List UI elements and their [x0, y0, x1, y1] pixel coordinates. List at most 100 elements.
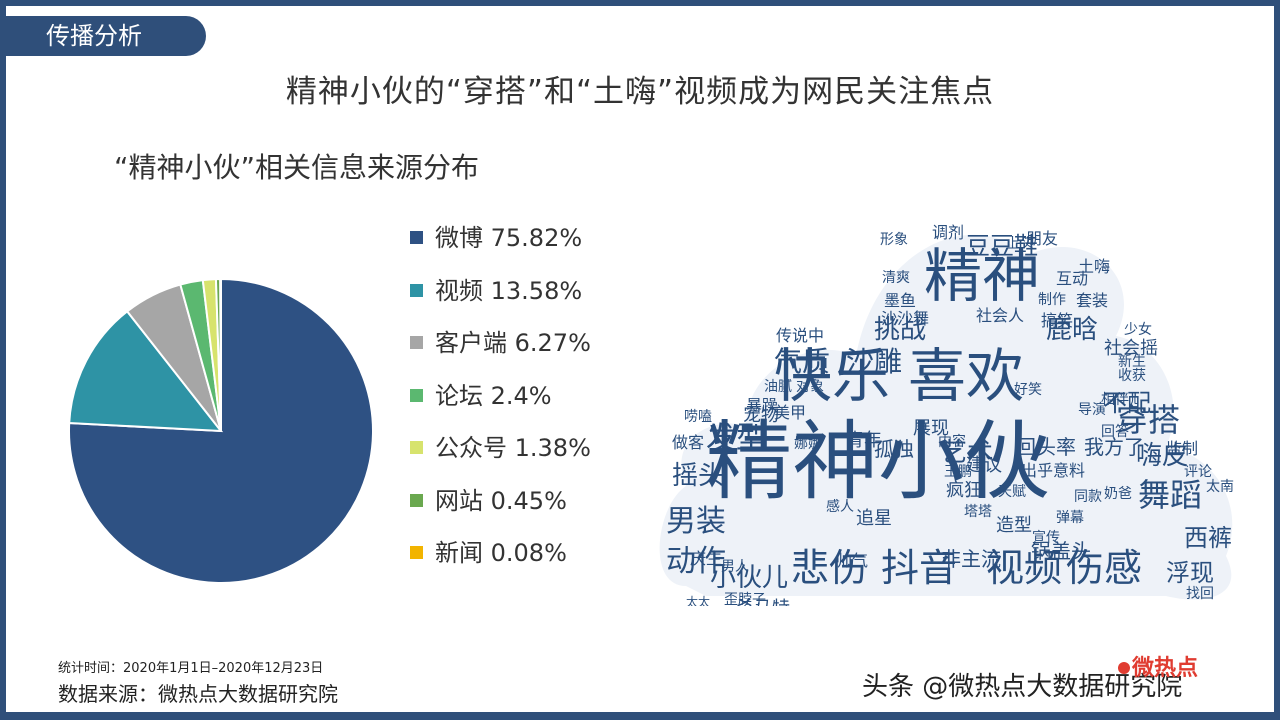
legend-swatch [410, 388, 423, 402]
cloud-word: 暴躁 [746, 396, 778, 415]
cloud-word: 朋友 [1026, 229, 1058, 248]
cloud-word: 男人 [721, 559, 749, 575]
legend-swatch [410, 231, 423, 244]
cloud-word: 太南 [1206, 479, 1234, 495]
cloud-word: 奶爸 [1104, 486, 1132, 502]
legend-item: 论坛 2.4% [410, 380, 552, 412]
logo-text: 微热点 [1132, 656, 1199, 681]
cloud-word: 宠物 [743, 405, 779, 426]
cloud-word: 相伴 [1101, 392, 1129, 408]
cloud-word: 唠嗑 [684, 409, 712, 425]
legend-swatch [410, 493, 423, 507]
legend-item: 网站 0.45% [410, 485, 567, 517]
cloud-word: 建议 [966, 455, 1002, 476]
cloud-word: 精神小伙 [706, 412, 1050, 512]
cloud-word: 出乎意料 [1021, 461, 1085, 480]
legend-item: 微博 75.82% [410, 222, 582, 254]
cloud-word: 土嗨 [1078, 257, 1110, 276]
cloud-word: 收获 [1118, 368, 1146, 384]
cloud-word: 沙雕 [846, 345, 902, 378]
cloud-word: 帅气 [836, 551, 868, 570]
weibo-logo: 微热点 [1118, 650, 1198, 682]
cloud-word: 沙沙舞 [881, 309, 929, 328]
slide: 传播分析 精神小伙的“穿搭”和“土嗨”视频成为网民关注焦点 “精神小伙”相关信息… [6, 6, 1274, 712]
cloud-word: 内容 [938, 433, 966, 450]
cloud-word: 导演 [1078, 402, 1106, 418]
cloud-word: 美甲 [774, 403, 806, 422]
weibo-eye-icon [1118, 662, 1130, 674]
cloud-word: 男装 [666, 504, 726, 539]
data-source: 数据来源：微热点大数据研究院 [58, 682, 338, 706]
cloud-word: 天赋 [998, 484, 1026, 500]
legend-item: 新闻 0.08% [410, 537, 567, 569]
cloud-word: 好笑 [1014, 382, 1042, 398]
pie-slice-1 [68, 277, 374, 584]
cloud-word: 回头率 [1016, 435, 1076, 459]
cloud-word: 豆豆鞋 [966, 232, 1038, 260]
stat-time: 统计时间：2020年1月1日–2020年12月23日 [58, 661, 324, 676]
cloud-word: 喜欢 [908, 342, 1024, 410]
legend-label: 新闻 0.08% [435, 539, 567, 567]
legend-label: 客户端 6.27% [435, 329, 591, 357]
cloud-word: 抖音 [881, 546, 957, 590]
cloud-word: 发型 [706, 421, 766, 456]
cloud-word: 做客 [672, 433, 704, 452]
legend-label: 论坛 2.4% [435, 381, 552, 410]
legend-swatch [410, 336, 423, 349]
cloud-word: 穿搭 [1116, 401, 1180, 439]
cloud-word: 不配 [1103, 389, 1151, 417]
cloud-word: 精神 [924, 242, 1040, 310]
cloud-word: 摇头 [672, 461, 724, 491]
cloud-word: 调剂 [932, 223, 964, 242]
section-tag: 传播分析 [6, 16, 206, 56]
pie-slice-2 [68, 309, 224, 433]
cloud-word: 评论 [1184, 464, 1212, 480]
cloud-word: 疯狂 [946, 480, 982, 501]
legend-label: 视频 13.58% [435, 276, 583, 305]
cloud-word: 青年 [846, 430, 882, 451]
cloud-word: 油腻 [764, 379, 792, 395]
cloud-word: 鹿晗 [1046, 315, 1098, 345]
cloud-word: 互动 [1056, 269, 1088, 288]
cloud-word: 清爽 [882, 270, 910, 286]
pie-chart [68, 277, 374, 584]
cloud-word: 动作 [666, 544, 726, 579]
cloud-word: 传说中 [776, 326, 824, 345]
cloud-word: 挑战 [874, 315, 926, 345]
cloud-word: 娜娜 [794, 436, 822, 452]
cloud-word: 制作 [1038, 292, 1066, 308]
cloud-word: 气质 [774, 345, 830, 378]
cloud-word: 西裤 [1184, 524, 1232, 552]
cloud-shape [659, 234, 1233, 600]
cloud-word: 同款 [1074, 489, 1102, 505]
cloud-word: 王鹏 [944, 464, 972, 480]
page-title: 精神小伙的“穿搭”和“土嗨”视频成为网民关注焦点 [285, 74, 995, 110]
cloud-word: 少女 [1124, 321, 1152, 338]
legend-swatch [410, 283, 423, 297]
cloud-word: 歪脖子 [724, 592, 766, 606]
cloud-word: 感人 [826, 498, 854, 515]
cloud-word: 找回 [1186, 586, 1214, 602]
cloud-word: 形象 [880, 232, 908, 248]
cloud-word: 舞蹈 [1138, 476, 1202, 514]
cloud-word: 视频 [986, 546, 1062, 590]
cloud-word: 非主流 [941, 547, 1001, 571]
cloud-word: 弹幕 [1056, 510, 1084, 526]
cloud-word: 造型 [996, 515, 1032, 536]
watermark-text: 头条 @微热点大数据研究院 [862, 672, 1183, 702]
cloud-word: 回答 [1101, 423, 1129, 440]
legend-label: 微博 75.82% [435, 224, 583, 252]
cloud-word: 社会摇 [1104, 338, 1158, 359]
cloud-word: 追星 [856, 508, 892, 529]
cloud-word: 锅盖头 [1031, 539, 1091, 563]
cloud-word: 我方了 [1084, 435, 1144, 459]
cloud-word: 监制 [1166, 439, 1198, 458]
cloud-word: 庆生 [690, 549, 722, 568]
cloud-word: 伤感 [1066, 546, 1142, 590]
cloud-word: 艺术 [941, 438, 993, 468]
cloud-word: 太太 [686, 594, 710, 606]
legend-label: 网站 0.45% [435, 486, 567, 515]
cloud-word: 悲伤 [791, 546, 867, 590]
legend-item: 公众号 1.38% [410, 432, 591, 464]
